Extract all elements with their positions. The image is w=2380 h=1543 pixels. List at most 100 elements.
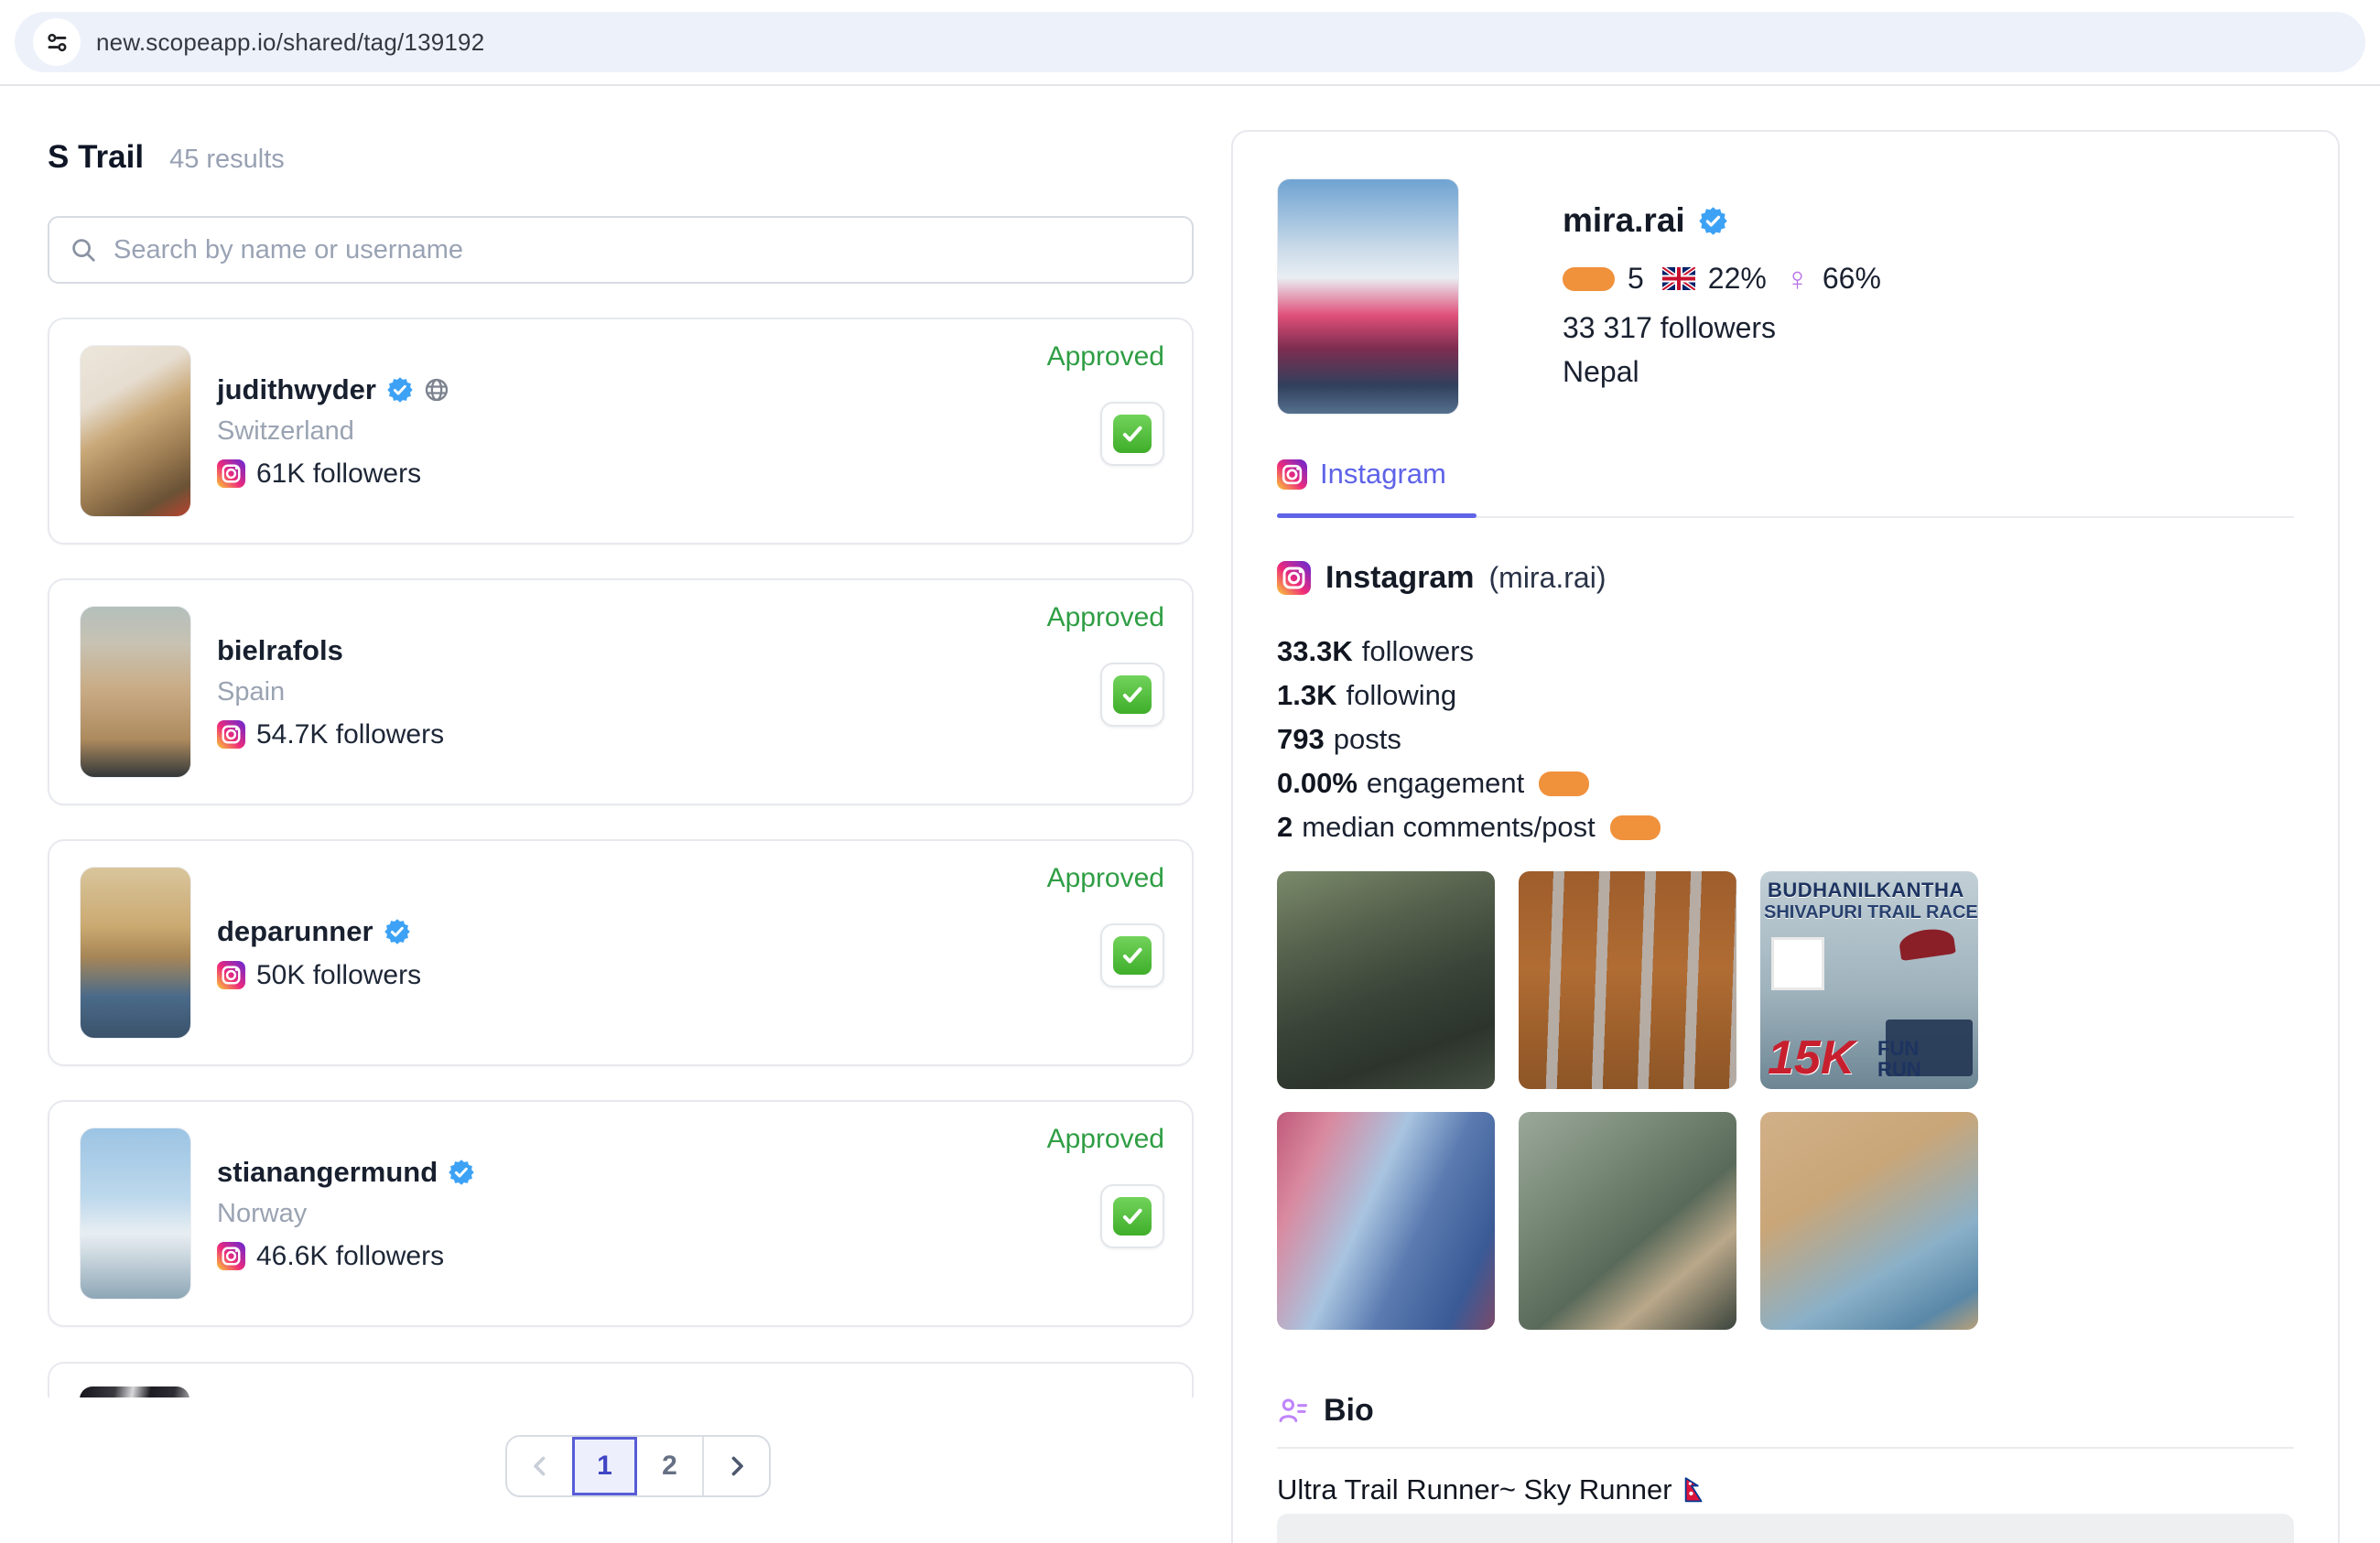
nepal-flag-icon xyxy=(1683,1477,1704,1503)
pagination-page-1[interactable]: 1 xyxy=(572,1437,637,1495)
active-tab-underline xyxy=(1277,513,1477,518)
influencer-card-judithwyder[interactable]: judithwyder Switzerland 61K followers Ap… xyxy=(48,318,1194,545)
post-thumbnail-archery[interactable] xyxy=(1760,1112,1978,1330)
influencer-followers: 54.7K followers xyxy=(256,718,445,750)
verified-badge-icon xyxy=(387,377,413,403)
post-thumbnail-group-photo[interactable] xyxy=(1277,871,1495,1089)
influencer-country: Norway xyxy=(217,1198,308,1228)
profile-username: mira.rai xyxy=(1563,201,1685,239)
stat-median-comments: 2 median comments/post xyxy=(1277,805,1661,849)
bio-divider xyxy=(1277,1447,2294,1449)
tune-icon xyxy=(45,30,70,55)
influencer-followers: 50K followers xyxy=(256,959,422,990)
list-header: S Trail 45 results xyxy=(48,139,1194,178)
bio-text: Ultra Trail Runner~ Sky Runner xyxy=(1277,1473,1672,1505)
instagram-stats-list: 33.3K followers 1.3K following 793 posts 0.… xyxy=(1277,630,1661,849)
credibility-pill-icon xyxy=(1563,266,1615,291)
section-title: Instagram xyxy=(1325,560,1475,595)
post-thumbnail-gym-selfie[interactable] xyxy=(1519,1112,1736,1330)
tab-label: Instagram xyxy=(1320,458,1446,490)
influencer-avatar xyxy=(80,1128,191,1300)
profile-detail-panel: mira.rai 5 22% ♀ 66% 33 317 followers Ne… xyxy=(1231,130,2340,1543)
post-thumbnail-race-poster[interactable]: BUDHANILKANTHA SHIVAPURI TRAIL RACE 15K … xyxy=(1760,871,1978,1089)
female-symbol-icon: ♀ xyxy=(1784,259,1810,297)
status-approved-label: Approved xyxy=(1046,341,1164,372)
influencer-username: deparunner xyxy=(217,914,373,947)
approve-checkbox-button[interactable] xyxy=(1100,1184,1164,1248)
pagination-prev-button[interactable] xyxy=(507,1437,572,1495)
profile-country: Nepal xyxy=(1563,355,1639,388)
approve-checkbox-button[interactable] xyxy=(1100,663,1164,727)
poster-info-band xyxy=(1886,1020,1973,1076)
stat-engagement: 0.00% engagement xyxy=(1277,761,1661,805)
pagination: 1 2 xyxy=(505,1435,771,1497)
influencer-card-bielrafols[interactable]: bielrafols Spain 54.7K followers Approve… xyxy=(48,578,1194,805)
influencer-card-stianangermund[interactable]: stianangermund Norway 46.6K followers Ap… xyxy=(48,1100,1194,1327)
verified-badge-icon xyxy=(1699,207,1727,235)
section-handle: (mira.rai) xyxy=(1488,561,1606,594)
influencer-card-partial[interactable] xyxy=(48,1362,1194,1397)
influencer-avatar xyxy=(80,867,191,1039)
poster-runner-figure xyxy=(1898,925,1956,962)
verified-badge-icon xyxy=(384,919,410,944)
status-approved-label: Approved xyxy=(1046,863,1164,893)
influencer-info: stianangermund Norway 46.6K followers xyxy=(217,1156,474,1272)
poster-distance-label: 15K xyxy=(1768,1031,1855,1084)
stat-following: 1.3K following xyxy=(1277,679,1457,711)
chevron-left-icon xyxy=(525,1451,556,1482)
results-count: 45 results xyxy=(169,145,285,174)
search-box[interactable] xyxy=(48,216,1194,284)
influencer-country: Spain xyxy=(217,676,286,707)
influencer-info: deparunner 50K followers xyxy=(217,915,421,991)
search-input[interactable] xyxy=(112,233,1172,266)
status-approved-label: Approved xyxy=(1046,1124,1164,1154)
tabs-divider xyxy=(1277,516,2294,518)
profile-quick-stats: 5 22% ♀ 66% xyxy=(1563,262,1881,296)
influencer-list-panel: S Trail 45 results judithwyder Switzerla… xyxy=(48,128,1194,1397)
influencer-avatar xyxy=(80,345,191,517)
status-approved-label: Approved xyxy=(1046,602,1164,632)
site-settings-button[interactable] xyxy=(33,18,81,66)
influencer-info: judithwyder Switzerland 61K followers xyxy=(217,373,449,490)
url-text: new.scopeapp.io/shared/tag/139192 xyxy=(96,27,485,56)
pagination-page-2[interactable]: 2 xyxy=(662,1451,677,1481)
poster-title-line1: BUDHANILKANTHA xyxy=(1768,879,1964,901)
bio-section-header: Bio xyxy=(1277,1393,1374,1429)
approve-checkbox-button[interactable] xyxy=(1100,402,1164,466)
female-audience-percent: 66% xyxy=(1822,262,1881,295)
address-bar[interactable]: new.scopeapp.io/shared/tag/139192 xyxy=(15,12,2365,72)
uk-flag-icon xyxy=(1662,267,1695,290)
influencer-country: Switzerland xyxy=(217,415,354,446)
instagram-icon xyxy=(1277,561,1311,595)
influencer-avatar xyxy=(80,1387,189,1397)
hidden-value-pill-icon xyxy=(1539,771,1590,796)
pagination-divider xyxy=(702,1437,704,1495)
stat-posts: 793 posts xyxy=(1277,723,1401,755)
approve-checkbox-button[interactable] xyxy=(1100,923,1164,987)
page-title: S Trail xyxy=(48,139,145,175)
bio-text-row: Ultra Trail Runner~ Sky Runner xyxy=(1277,1473,1704,1506)
verified-badge-icon xyxy=(449,1160,474,1185)
bio-truncated-block xyxy=(1277,1514,2294,1543)
website-globe-icon xyxy=(424,377,449,403)
influencer-username: judithwyder xyxy=(217,372,376,405)
green-check-icon xyxy=(1113,415,1152,453)
poster-title-line2: SHIVAPURI TRAIL RACE xyxy=(1764,902,1978,923)
influencer-followers: 46.6K followers xyxy=(256,1240,445,1271)
influencer-info: bielrafols Spain 54.7K followers xyxy=(217,634,444,750)
post-thumbnail-construction[interactable] xyxy=(1519,871,1736,1089)
instagram-icon xyxy=(217,459,245,488)
profile-avatar xyxy=(1277,178,1459,415)
profile-followers-total: 33 317 followers xyxy=(1563,311,1777,344)
chevron-right-icon xyxy=(721,1451,752,1482)
poster-fun-run-label: FUN RUN xyxy=(1877,1036,1921,1081)
hidden-value-pill-icon xyxy=(1609,815,1661,840)
influencer-card-deparunner[interactable]: deparunner 50K followers Approved xyxy=(48,839,1194,1066)
tab-instagram[interactable]: Instagram xyxy=(1277,458,1446,491)
pagination-next-button[interactable] xyxy=(704,1437,769,1495)
credibility-score: 5 xyxy=(1628,262,1644,295)
post-thumbnail-family[interactable] xyxy=(1277,1112,1495,1330)
instagram-section-header: Instagram (mira.rai) xyxy=(1277,560,1606,596)
search-icon xyxy=(70,236,97,264)
green-check-icon xyxy=(1113,936,1152,975)
